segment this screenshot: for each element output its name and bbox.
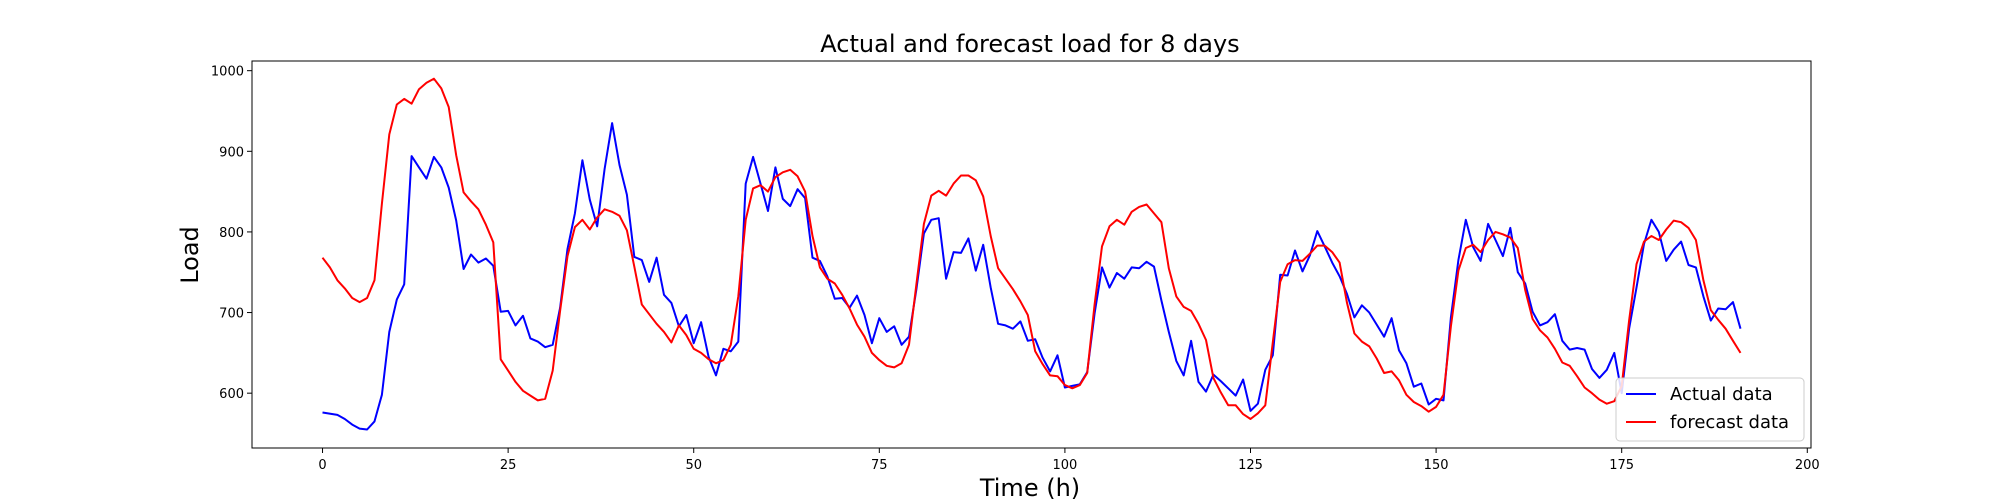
legend-label-actual: Actual data [1670, 384, 1773, 405]
legend-box [1615, 377, 1805, 442]
x-axis: 0 25 50 75 100 125 150 175 200 [318, 448, 1820, 473]
x-tick-label: 0 [318, 458, 326, 473]
y-tick-label: 900 [219, 145, 244, 160]
y-tick-label: 700 [219, 307, 244, 322]
legend-label-forecast: forecast data [1670, 412, 1789, 433]
x-tick-label: 75 [871, 458, 888, 473]
legend: Actual data forecast data [1615, 377, 1805, 442]
x-tick-label: 50 [685, 458, 702, 473]
y-tick-label: 600 [219, 387, 244, 402]
x-tick-label: 150 [1424, 458, 1449, 473]
x-tick-label: 25 [500, 458, 517, 473]
x-tick-label: 125 [1238, 458, 1263, 473]
series-line-forecast [321, 77, 1742, 420]
y-tick-label: 1000 [211, 65, 244, 80]
y-axis-label: Load [176, 226, 204, 284]
x-tick-label: 175 [1609, 458, 1634, 473]
x-axis-label: Time (h) [979, 474, 1080, 500]
plot-frame [251, 60, 1812, 449]
series-layer [321, 77, 1742, 431]
x-tick-label: 200 [1795, 458, 1820, 473]
plot-area: 0 25 50 75 100 125 150 175 200 600 700 800 900 1000 [211, 60, 1820, 473]
y-axis: 600 700 800 900 1000 [211, 65, 252, 402]
x-tick-label: 100 [1052, 458, 1077, 473]
y-tick-label: 800 [219, 226, 244, 241]
chart-title: Actual and forecast load for 8 days [820, 30, 1239, 58]
